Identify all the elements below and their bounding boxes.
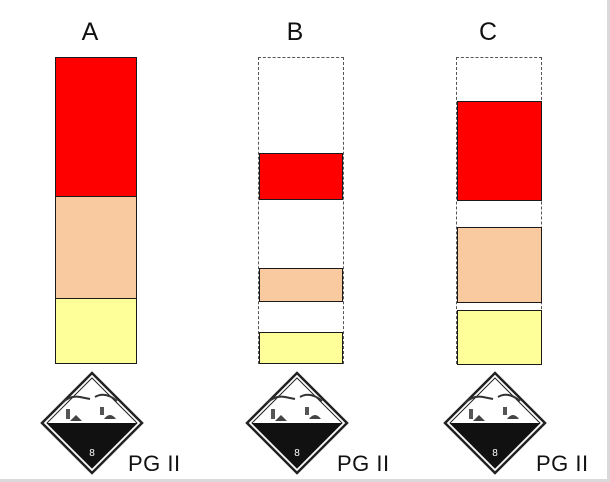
column-a-frame <box>55 57 137 364</box>
column-label-c: C <box>478 18 498 46</box>
corrosive-class-8-icon: 8 <box>443 371 547 475</box>
hazard-class-number-a: 8 <box>89 448 95 459</box>
column-label-b: B <box>286 18 304 46</box>
column-c-block-high <box>457 101 542 201</box>
column-c-block-medium <box>457 227 542 303</box>
column-b-frame <box>258 57 344 364</box>
column-a-block-medium <box>55 196 137 299</box>
hazard-class-number-c: 8 <box>492 448 498 459</box>
packing-group-label-a: PG II <box>128 451 181 476</box>
column-c-block-low <box>457 310 542 365</box>
column-b-block-low <box>259 332 343 364</box>
hazard-class-number-b: 8 <box>294 448 300 459</box>
column-c-frame <box>456 57 542 365</box>
corrosive-class-8-icon: 8 <box>245 371 349 475</box>
column-a-block-low <box>55 298 137 364</box>
packing-group-label-c: PG II <box>536 451 589 476</box>
column-label-a: A <box>81 18 99 46</box>
packing-group-label-b: PG II <box>337 451 390 476</box>
corrosive-class-8-icon: 8 <box>40 371 144 475</box>
column-a-block-high <box>55 57 137 197</box>
column-b-block-high <box>259 153 343 200</box>
column-b-block-medium <box>259 268 343 302</box>
